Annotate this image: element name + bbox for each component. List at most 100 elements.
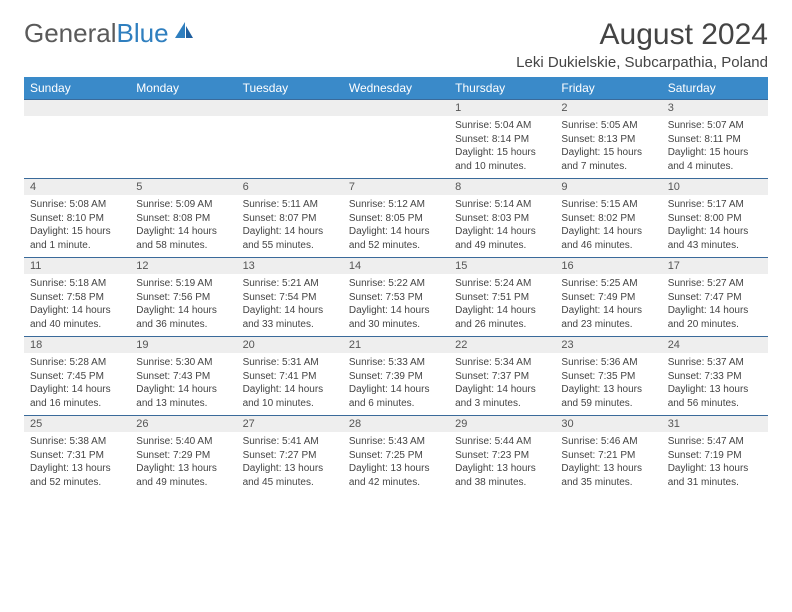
sunset-text: Sunset: 7:35 PM <box>561 370 655 384</box>
day-number: 18 <box>24 337 130 353</box>
day-number: 5 <box>130 179 236 195</box>
sunrise-text: Sunrise: 5:19 AM <box>136 277 230 291</box>
calendar-day-cell: 27Sunrise: 5:41 AMSunset: 7:27 PMDayligh… <box>237 416 343 495</box>
calendar-day-cell: 24Sunrise: 5:37 AMSunset: 7:33 PMDayligh… <box>662 337 768 416</box>
daylight-text: Daylight: 14 hours and 55 minutes. <box>243 225 337 252</box>
daylight-text: Daylight: 15 hours and 7 minutes. <box>561 146 655 173</box>
daylight-text: Daylight: 13 hours and 42 minutes. <box>349 462 443 489</box>
sunrise-text: Sunrise: 5:24 AM <box>455 277 549 291</box>
sunset-text: Sunset: 7:37 PM <box>455 370 549 384</box>
calendar-day-cell: 5Sunrise: 5:09 AMSunset: 8:08 PMDaylight… <box>130 179 236 258</box>
day-detail <box>237 116 343 164</box>
day-number: 30 <box>555 416 661 432</box>
day-number: 21 <box>343 337 449 353</box>
day-detail: Sunrise: 5:25 AMSunset: 7:49 PMDaylight:… <box>555 274 661 336</box>
calendar-body: 1Sunrise: 5:04 AMSunset: 8:14 PMDaylight… <box>24 100 768 495</box>
sunset-text: Sunset: 8:11 PM <box>668 133 762 147</box>
day-number <box>343 100 449 116</box>
day-number <box>130 100 236 116</box>
day-detail: Sunrise: 5:11 AMSunset: 8:07 PMDaylight:… <box>237 195 343 257</box>
daylight-text: Daylight: 14 hours and 46 minutes. <box>561 225 655 252</box>
sunrise-text: Sunrise: 5:28 AM <box>30 356 124 370</box>
day-number: 15 <box>449 258 555 274</box>
day-number: 11 <box>24 258 130 274</box>
sunrise-text: Sunrise: 5:12 AM <box>349 198 443 212</box>
calendar-day-cell: 22Sunrise: 5:34 AMSunset: 7:37 PMDayligh… <box>449 337 555 416</box>
sunrise-text: Sunrise: 5:17 AM <box>668 198 762 212</box>
calendar-day-cell: 16Sunrise: 5:25 AMSunset: 7:49 PMDayligh… <box>555 258 661 337</box>
day-detail: Sunrise: 5:34 AMSunset: 7:37 PMDaylight:… <box>449 353 555 415</box>
daylight-text: Daylight: 14 hours and 20 minutes. <box>668 304 762 331</box>
calendar-week-row: 4Sunrise: 5:08 AMSunset: 8:10 PMDaylight… <box>24 179 768 258</box>
day-detail: Sunrise: 5:33 AMSunset: 7:39 PMDaylight:… <box>343 353 449 415</box>
sunset-text: Sunset: 7:23 PM <box>455 449 549 463</box>
sunrise-text: Sunrise: 5:08 AM <box>30 198 124 212</box>
calendar-day-cell: 30Sunrise: 5:46 AMSunset: 7:21 PMDayligh… <box>555 416 661 495</box>
calendar-week-row: 1Sunrise: 5:04 AMSunset: 8:14 PMDaylight… <box>24 100 768 179</box>
sunrise-text: Sunrise: 5:44 AM <box>455 435 549 449</box>
calendar-day-cell: 8Sunrise: 5:14 AMSunset: 8:03 PMDaylight… <box>449 179 555 258</box>
sunset-text: Sunset: 7:27 PM <box>243 449 337 463</box>
location-text: Leki Dukielskie, Subcarpathia, Poland <box>516 54 768 71</box>
sunset-text: Sunset: 7:25 PM <box>349 449 443 463</box>
calendar-day-cell: 23Sunrise: 5:36 AMSunset: 7:35 PMDayligh… <box>555 337 661 416</box>
sunrise-text: Sunrise: 5:40 AM <box>136 435 230 449</box>
day-number: 24 <box>662 337 768 353</box>
calendar-empty-cell <box>130 100 236 179</box>
sunset-text: Sunset: 7:53 PM <box>349 291 443 305</box>
daylight-text: Daylight: 14 hours and 52 minutes. <box>349 225 443 252</box>
sunrise-text: Sunrise: 5:47 AM <box>668 435 762 449</box>
day-number: 22 <box>449 337 555 353</box>
calendar-day-cell: 11 Sunrise: 5:18 AMSunset: 7:58 PMDayligh… <box>24 258 130 337</box>
sunset-text: Sunset: 7:56 PM <box>136 291 230 305</box>
day-detail: Sunrise: 5:04 AMSunset: 8:14 PMDaylight:… <box>449 116 555 178</box>
daylight-text: Daylight: 14 hours and 49 minutes. <box>455 225 549 252</box>
calendar-day-cell: 25Sunrise: 5:38 AMSunset: 7:31 PMDayligh… <box>24 416 130 495</box>
daylight-text: Daylight: 15 hours and 4 minutes. <box>668 146 762 173</box>
daylight-text: Daylight: 14 hours and 13 minutes. <box>136 383 230 410</box>
sunrise-text: Sunrise: 5:09 AM <box>136 198 230 212</box>
weekday-header: Thursday <box>449 77 555 100</box>
day-detail: Sunrise: 5:38 AMSunset: 7:31 PMDaylight:… <box>24 432 130 494</box>
brand-part1: General <box>24 18 117 49</box>
sunset-text: Sunset: 8:02 PM <box>561 212 655 226</box>
day-number: 14 <box>343 258 449 274</box>
sunset-text: Sunset: 8:13 PM <box>561 133 655 147</box>
calendar-day-cell: 15Sunrise: 5:24 AMSunset: 7:51 PMDayligh… <box>449 258 555 337</box>
day-number: 23 <box>555 337 661 353</box>
day-detail <box>343 116 449 164</box>
day-number: 29 <box>449 416 555 432</box>
day-detail: Sunrise: 5:24 AMSunset: 7:51 PMDaylight:… <box>449 274 555 336</box>
sunset-text: Sunset: 7:33 PM <box>668 370 762 384</box>
day-number: 12 <box>130 258 236 274</box>
weekday-header: Tuesday <box>237 77 343 100</box>
day-detail: Sunrise: 5:21 AMSunset: 7:54 PMDaylight:… <box>237 274 343 336</box>
weekday-header: Saturday <box>662 77 768 100</box>
calendar-weekday-header: SundayMondayTuesdayWednesdayThursdayFrid… <box>24 77 768 100</box>
sunset-text: Sunset: 7:21 PM <box>561 449 655 463</box>
day-detail: Sunrise: 5:28 AMSunset: 7:45 PMDaylight:… <box>24 353 130 415</box>
day-detail: Sunrise: 5:31 AMSunset: 7:41 PMDaylight:… <box>237 353 343 415</box>
daylight-text: Daylight: 14 hours and 6 minutes. <box>349 383 443 410</box>
day-detail: Sunrise: 5:05 AMSunset: 8:13 PMDaylight:… <box>555 116 661 178</box>
sunset-text: Sunset: 8:03 PM <box>455 212 549 226</box>
sunrise-text: Sunrise: 5:36 AM <box>561 356 655 370</box>
day-detail: Sunrise: 5:47 AMSunset: 7:19 PMDaylight:… <box>662 432 768 494</box>
sunset-text: Sunset: 7:58 PM <box>30 291 124 305</box>
sunset-text: Sunset: 7:19 PM <box>668 449 762 463</box>
day-number: 13 <box>237 258 343 274</box>
sunrise-text: Sunrise: 5:18 AM <box>30 277 124 291</box>
daylight-text: Daylight: 14 hours and 30 minutes. <box>349 304 443 331</box>
weekday-header: Friday <box>555 77 661 100</box>
daylight-text: Daylight: 13 hours and 52 minutes. <box>30 462 124 489</box>
sunrise-text: Sunrise: 5:25 AM <box>561 277 655 291</box>
sunset-text: Sunset: 7:31 PM <box>30 449 124 463</box>
day-number: 16 <box>555 258 661 274</box>
sunset-text: Sunset: 8:00 PM <box>668 212 762 226</box>
sunset-text: Sunset: 7:39 PM <box>349 370 443 384</box>
calendar-empty-cell <box>237 100 343 179</box>
brand-logo: GeneralBlue <box>24 18 195 49</box>
sunrise-text: Sunrise: 5:37 AM <box>668 356 762 370</box>
sunset-text: Sunset: 8:08 PM <box>136 212 230 226</box>
daylight-text: Daylight: 14 hours and 40 minutes. <box>30 304 124 331</box>
